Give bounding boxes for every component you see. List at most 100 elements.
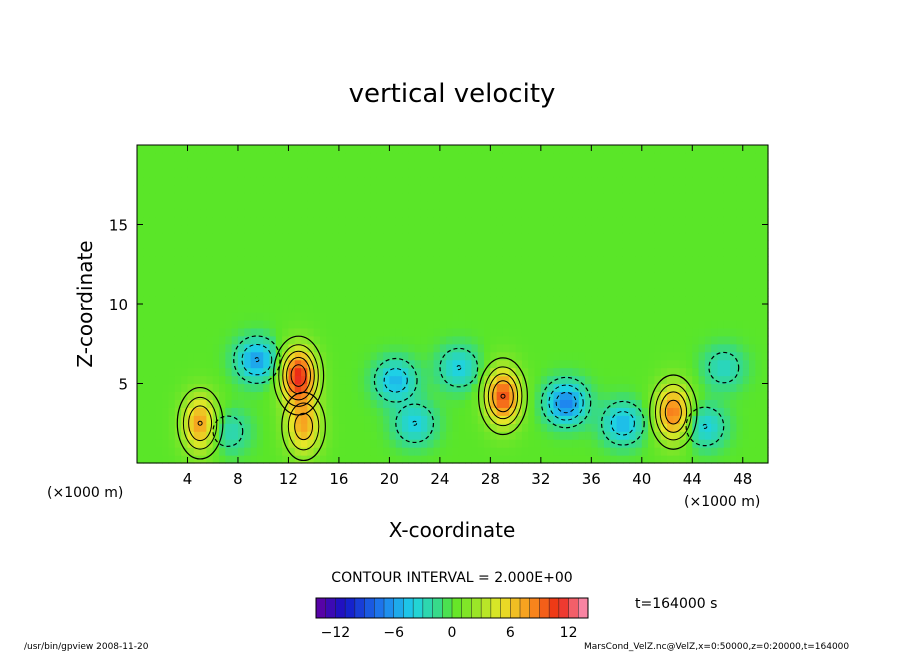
heatmap-cell [723,240,731,249]
heatmap-cell [496,343,504,353]
heatmap-cell [345,296,353,305]
heatmap-cell [761,264,769,273]
heatmap-cell [559,256,567,265]
heatmap-cell [319,232,327,241]
heatmap-cell [427,240,435,249]
heatmap-cell [553,288,561,297]
heatmap-cell [389,264,397,273]
heatmap-cell [534,168,542,178]
heatmap-cell [193,160,201,170]
heatmap-cell [370,240,378,249]
heatmap-cell [420,319,428,329]
heatmap-cell [288,391,296,400]
heatmap-cell [225,192,233,202]
heatmap-cell [610,367,618,377]
heatmap-cell [685,351,693,361]
heatmap-cell [547,264,555,273]
heatmap-cell [761,311,769,321]
colorbar-swatch [568,598,579,618]
heatmap-cell [502,383,510,393]
heatmap-cell [641,160,649,170]
heatmap-cell [629,359,637,369]
heatmap-cell [168,375,176,385]
heatmap-cell [704,439,712,448]
heatmap-cell [301,351,308,361]
heatmap-cell [515,423,523,432]
heatmap-cell [484,319,491,329]
heatmap-cell [458,359,466,369]
heatmap-cell [155,280,163,289]
heatmap-cell [704,152,712,162]
heatmap-cell [420,343,428,353]
heatmap-cell [181,184,189,194]
heatmap-cell [465,248,473,257]
heatmap-cell [660,152,668,162]
heatmap-cell [515,431,523,440]
heatmap-cell [351,351,359,361]
heatmap-cell [402,455,409,464]
heatmap-cell [578,256,586,265]
heatmap-cell [200,208,208,218]
heatmap-cell [736,304,744,313]
heatmap-cell [616,423,624,432]
heatmap-cell [250,383,258,393]
heatmap-cell [452,296,460,305]
heatmap-cell [585,192,592,202]
heatmap-cell [477,296,485,305]
heatmap-cell [168,248,176,257]
heatmap-cell [635,351,643,361]
heatmap-cell [193,152,201,162]
heatmap-cell [654,304,662,313]
heatmap-cell [395,423,403,432]
heatmap-cell [332,216,340,226]
heatmap-cell [572,415,580,424]
heatmap-cell [263,272,271,281]
heatmap-cell [452,375,460,385]
heatmap-cell [168,335,176,345]
heatmap-cell [603,335,611,345]
heatmap-cell [717,248,725,257]
heatmap-cell [509,184,517,194]
heatmap-cell [313,319,321,329]
heatmap-cell [263,288,271,297]
heatmap-cell [553,208,561,218]
heatmap-cell [313,256,321,265]
heatmap-cell [629,415,637,424]
heatmap-cell [528,160,536,170]
heatmap-cell [212,224,220,234]
heatmap-cell [591,280,599,289]
heatmap-cell [629,343,637,353]
heatmap-cell [155,272,163,281]
heatmap-cell [667,296,674,305]
heatmap-cell [629,455,637,464]
heatmap-cell [376,311,384,321]
heatmap-cell [477,447,485,456]
heatmap-cell [250,431,258,440]
heatmap-cell [547,439,555,448]
heatmap-cell [528,335,536,345]
heatmap-cell [641,383,649,393]
heatmap-cell [219,439,226,448]
heatmap-cell [742,256,750,265]
heatmap-cell [155,447,163,456]
heatmap-cell [761,391,769,400]
heatmap-cell [572,407,580,416]
heatmap-cell [704,264,712,273]
heatmap-cell [231,224,239,234]
heatmap-cell [641,232,649,241]
heatmap-cell [490,455,498,464]
heatmap-cell [282,296,290,305]
heatmap-cell [364,264,372,273]
heatmap-cell [629,423,637,432]
heatmap-cell [553,399,561,408]
heatmap-cell [420,272,428,281]
heatmap-cell [572,264,580,273]
heatmap-cell [294,232,302,241]
heatmap-cell [622,367,630,377]
heatmap-cell [755,415,763,424]
heatmap-cell [465,192,473,202]
heatmap-cell [294,391,302,400]
heatmap-cell [585,304,592,313]
heatmap-cell [654,145,662,154]
heatmap-cell [692,383,700,393]
